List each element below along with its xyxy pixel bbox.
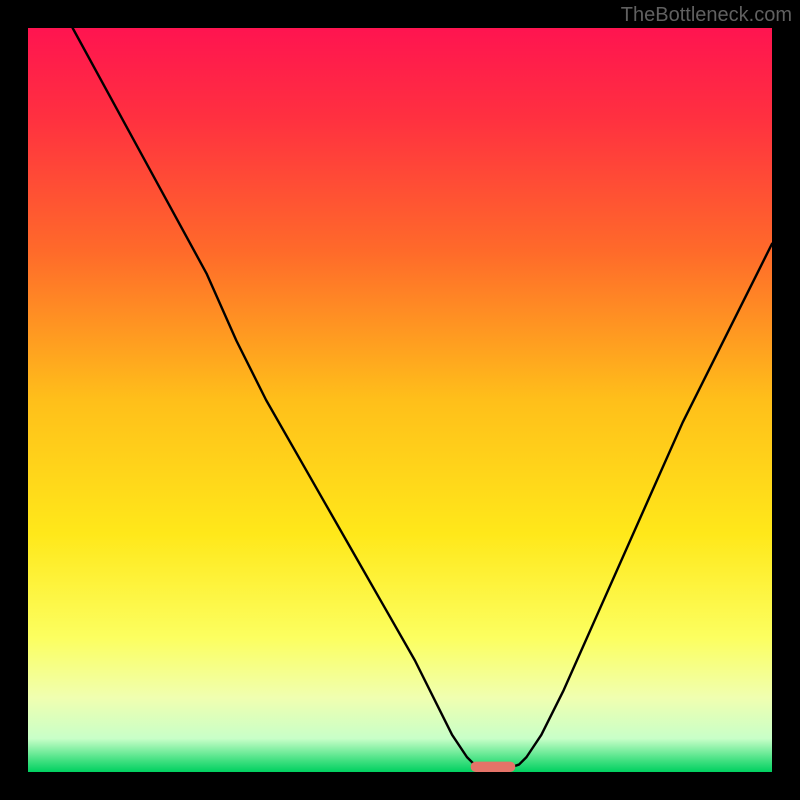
optimal-marker	[471, 762, 516, 772]
plot-gradient-background	[28, 28, 772, 772]
bottleneck-chart	[0, 0, 800, 800]
watermark-text: TheBottleneck.com	[621, 4, 792, 27]
